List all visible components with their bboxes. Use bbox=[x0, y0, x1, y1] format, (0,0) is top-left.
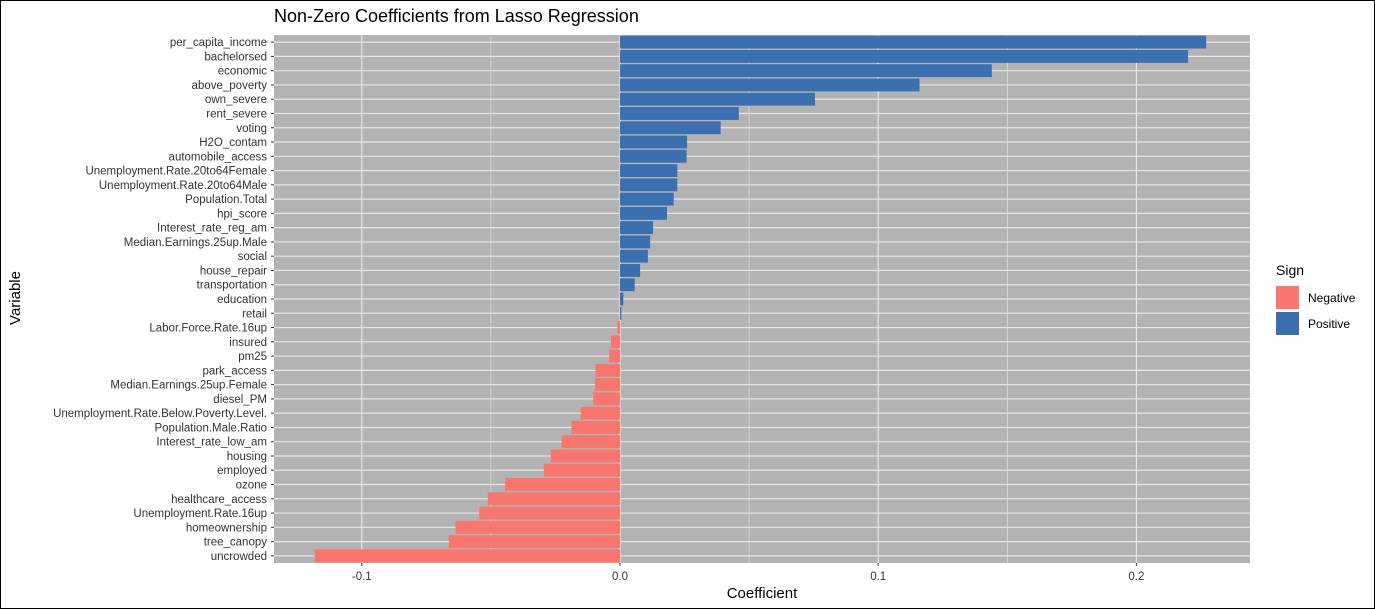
y-tick-labels: per_capita_income bachelorsed economic abov… bbox=[53, 37, 274, 563]
bar-bachelorsed bbox=[619, 49, 1189, 63]
bar-automobile_access bbox=[619, 149, 687, 163]
x-tick-labels: -0.1 0.0 0.1 0.2 bbox=[352, 563, 1144, 583]
y-tick-label: Median.Earnings.25up.Female bbox=[110, 380, 267, 392]
y-tick-label: retail bbox=[242, 308, 267, 320]
bar-insured bbox=[610, 335, 620, 349]
bar-Interest_rate_reg_am bbox=[619, 221, 654, 235]
y-tick-label: rent_severe bbox=[206, 108, 267, 120]
bar-healthcare_access bbox=[487, 492, 620, 506]
bar-employed bbox=[543, 463, 620, 477]
bar-homeownership bbox=[455, 520, 620, 534]
y-tick-label: above_poverty bbox=[192, 80, 268, 92]
bar-Labor.Force.Rate.16up bbox=[617, 321, 620, 334]
legend-swatch-negative bbox=[1276, 286, 1299, 309]
y-tick-label: bachelorsed bbox=[204, 51, 267, 63]
x-axis-label: Coefficient bbox=[727, 585, 798, 602]
bar-Median.Earnings.25up.Female bbox=[594, 378, 620, 392]
x-tick-label: -0.1 bbox=[352, 571, 372, 583]
y-tick-label: Unemployment.Rate.Below.Poverty.Level. bbox=[53, 408, 267, 420]
y-tick-label: Unemployment.Rate.20to64Female bbox=[85, 166, 267, 178]
bar-park_access bbox=[595, 363, 620, 377]
y-tick-label: housing bbox=[227, 451, 267, 463]
y-tick-label: employed bbox=[217, 465, 267, 477]
x-tick-label: 0.1 bbox=[870, 571, 886, 583]
y-tick-label: pm25 bbox=[238, 351, 267, 363]
y-tick-label: Unemployment.Rate.16up bbox=[133, 508, 267, 520]
bar-Median.Earnings.25up.Male bbox=[619, 235, 651, 249]
y-tick-label: ozone bbox=[236, 480, 267, 492]
y-tick-label: Population.Male.Ratio bbox=[154, 422, 267, 434]
y-tick-label: Unemployment.Rate.20to64Male bbox=[99, 180, 267, 192]
bar-tree_canopy bbox=[448, 535, 620, 549]
y-tick-label: house_repair bbox=[200, 265, 267, 277]
y-tick-label: homeownership bbox=[186, 522, 267, 534]
y-tick-label: diesel_PM bbox=[213, 394, 267, 406]
y-tick-label: transportation bbox=[197, 280, 267, 292]
bar-social bbox=[619, 249, 648, 263]
bar-own_severe bbox=[619, 92, 815, 106]
bar-Interest_rate_low_am bbox=[561, 435, 620, 449]
bar-per_capita_income bbox=[619, 35, 1207, 49]
legend: Sign Negative Positive bbox=[1276, 262, 1356, 335]
y-tick-label: tree_canopy bbox=[204, 537, 268, 549]
y-tick-label: insured bbox=[229, 337, 267, 349]
y-tick-label: Labor.Force.Rate.16up bbox=[149, 323, 267, 335]
chart-title: Non-Zero Coefficients from Lasso Regress… bbox=[274, 6, 639, 26]
y-tick-label: economic bbox=[218, 66, 267, 78]
legend-title: Sign bbox=[1276, 262, 1304, 278]
y-tick-label: park_access bbox=[202, 365, 267, 377]
y-tick-label: H2O_contam bbox=[199, 137, 267, 149]
bar-retail bbox=[619, 306, 622, 320]
y-tick-label: Population.Total bbox=[185, 194, 267, 206]
y-tick-label: uncrowded bbox=[211, 551, 267, 563]
y-tick-label: hpi_score bbox=[217, 208, 267, 220]
bar-house_repair bbox=[619, 264, 641, 277]
legend-label-positive: Positive bbox=[1308, 317, 1350, 331]
bar-education bbox=[619, 292, 624, 306]
x-tick-label: 0.0 bbox=[612, 571, 628, 583]
bar-Population.Male.Ratio bbox=[571, 421, 620, 434]
bar-voting bbox=[619, 121, 721, 135]
bars bbox=[314, 35, 1207, 563]
bar-Unemployment.Rate.Below.Poverty.Level. bbox=[580, 406, 620, 420]
legend-swatch-positive bbox=[1276, 312, 1299, 335]
legend-entries: Negative Positive bbox=[1276, 286, 1356, 335]
bar-ozone bbox=[505, 478, 620, 491]
bar-economic bbox=[619, 64, 992, 78]
bar-Population.Total bbox=[619, 192, 674, 206]
legend-label-negative: Negative bbox=[1308, 291, 1356, 305]
y-tick-label: healthcare_access bbox=[171, 494, 267, 506]
bar-transportation bbox=[619, 278, 635, 292]
x-tick-label: 0.2 bbox=[1128, 571, 1144, 583]
bar-housing bbox=[550, 449, 620, 463]
y-tick-label: Interest_rate_low_am bbox=[156, 437, 267, 449]
y-tick-label: Median.Earnings.25up.Male bbox=[124, 237, 267, 249]
y-tick-label: automobile_access bbox=[169, 151, 268, 163]
bar-hpi_score bbox=[619, 206, 667, 220]
y-tick-label: voting bbox=[236, 123, 267, 135]
bar-uncrowded bbox=[314, 549, 620, 563]
bar-above_poverty bbox=[619, 78, 920, 92]
bar-Unemployment.Rate.16up bbox=[479, 506, 620, 520]
bar-Unemployment.Rate.20to64Male bbox=[619, 178, 678, 192]
y-tick-label: Interest_rate_reg_am bbox=[157, 223, 267, 235]
bar-Unemployment.Rate.20to64Female bbox=[619, 164, 678, 177]
y-tick-label: social bbox=[238, 251, 267, 263]
y-tick-label: education bbox=[217, 294, 267, 306]
bar-pm25 bbox=[609, 349, 620, 363]
bar-diesel_PM bbox=[593, 392, 620, 406]
y-axis-label: Variable bbox=[7, 271, 24, 325]
bar-H2O_contam bbox=[619, 135, 688, 149]
y-tick-label: own_severe bbox=[205, 94, 267, 106]
bar-rent_severe bbox=[619, 107, 739, 120]
y-tick-label: per_capita_income bbox=[170, 37, 267, 49]
